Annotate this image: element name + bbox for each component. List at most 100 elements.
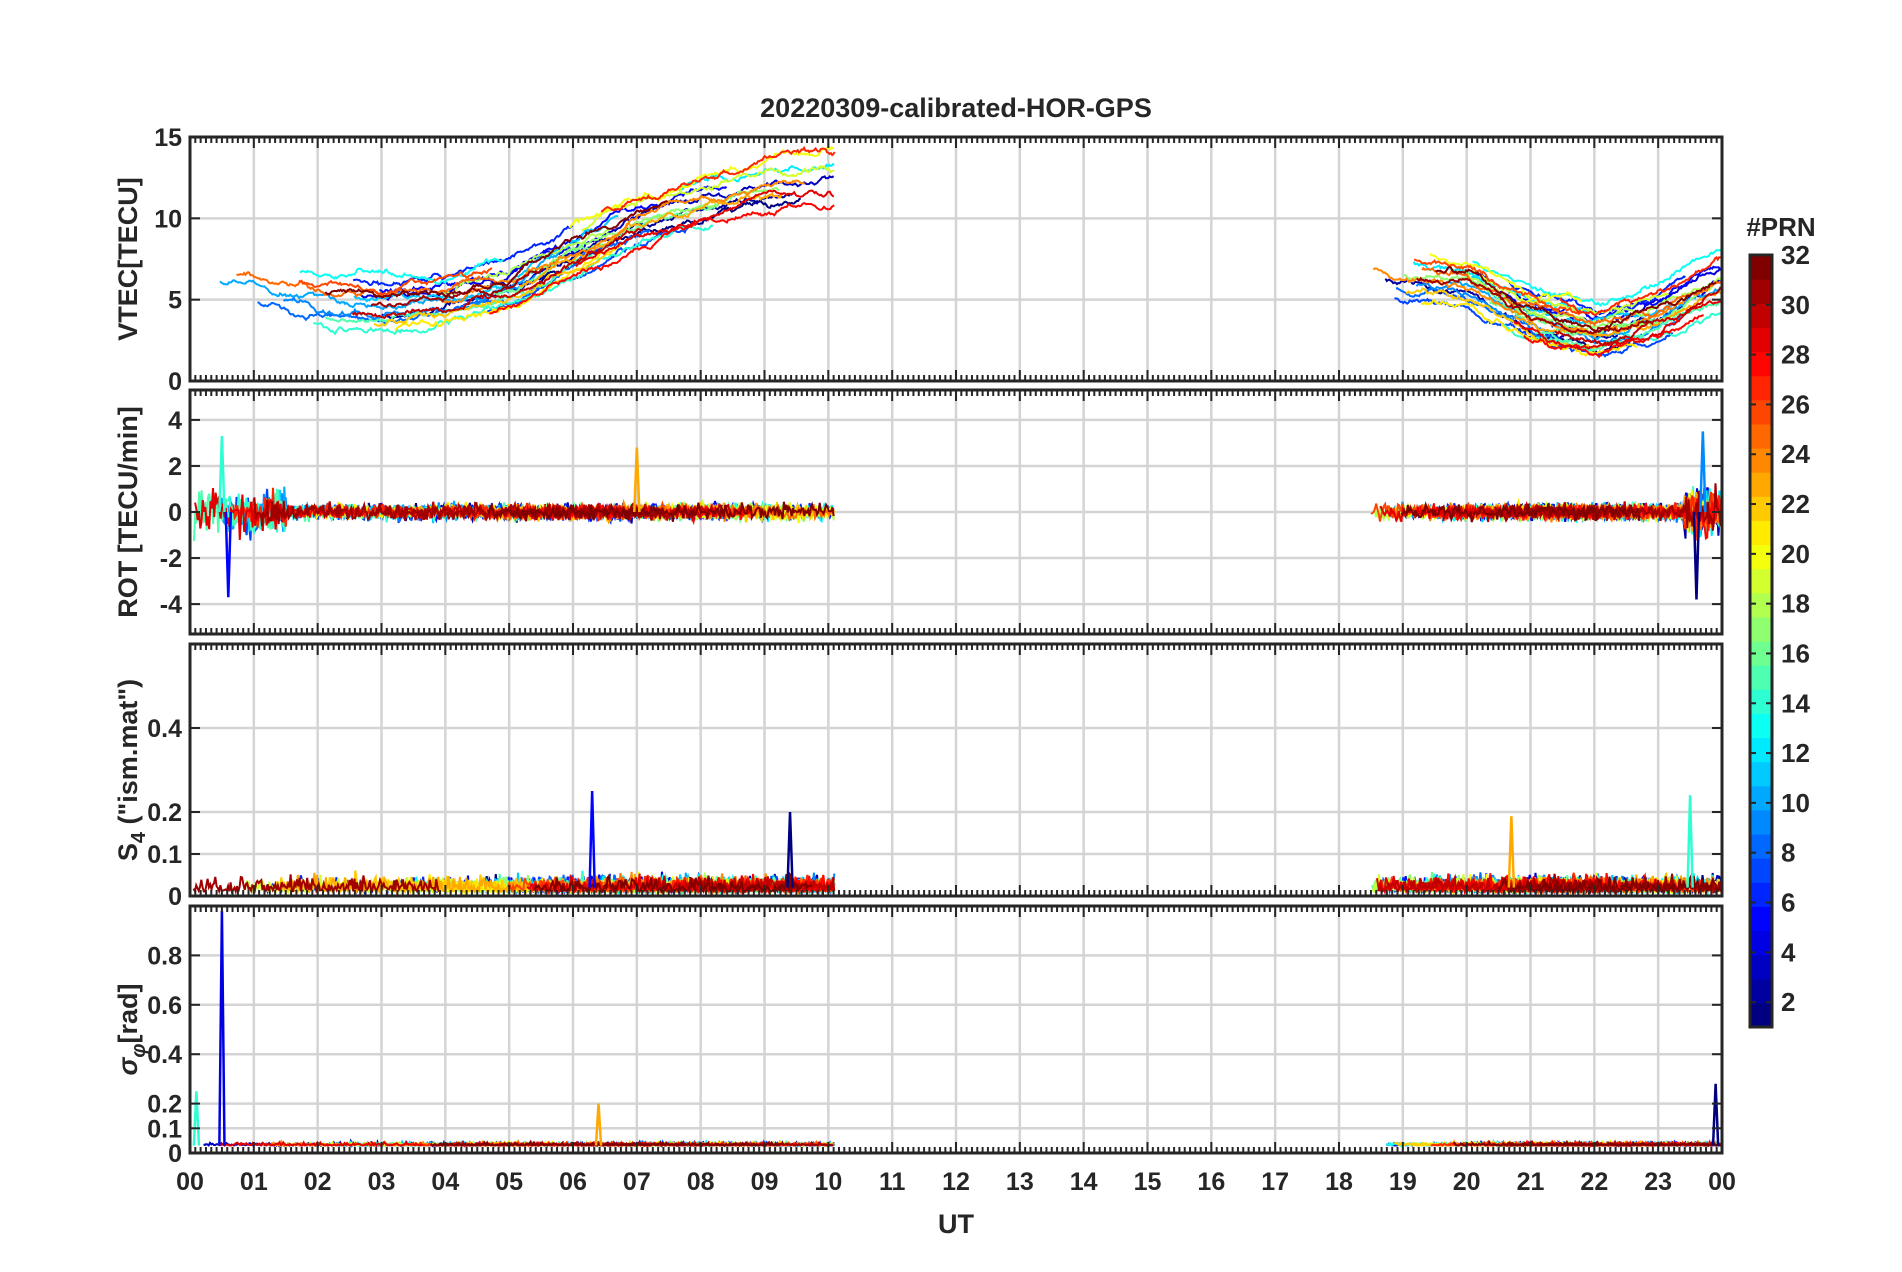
- prn-trace: [299, 257, 504, 285]
- colorbar-segment: [1750, 472, 1772, 497]
- prn-trace: [351, 227, 643, 320]
- colorbar-label: #PRN: [1746, 212, 1815, 242]
- prn-trace: [429, 1140, 780, 1148]
- colorbar-tick-label: 30: [1781, 290, 1810, 320]
- prn-trace: [1554, 286, 1722, 347]
- colorbar-tick-label: 16: [1781, 638, 1810, 668]
- y-tick-label: 0.1: [147, 841, 182, 869]
- colorbar-tick-label: 20: [1781, 539, 1810, 569]
- x-tick-label: 00: [1708, 1168, 1736, 1196]
- x-tick-label: 03: [368, 1168, 396, 1196]
- colorbar-segment: [1750, 448, 1772, 473]
- traces: [192, 790, 1722, 896]
- x-tick-label: 08: [687, 1168, 715, 1196]
- x-tick-label: 07: [623, 1168, 651, 1196]
- colorbar-tick-label: 8: [1781, 838, 1795, 868]
- y-tick-label: 0: [168, 499, 182, 527]
- colorbar-segment: [1750, 858, 1772, 883]
- colorbar-tick-label: 26: [1781, 389, 1810, 419]
- colorbar-segment: [1750, 641, 1772, 666]
- prn-trace: [489, 202, 835, 315]
- prn-trace: [1429, 253, 1583, 303]
- panel-3: 0 0.1 0.2 0.4S4 ("ism.mat"): [113, 642, 1724, 911]
- peak-mark: [588, 790, 596, 888]
- x-tick-label: 11: [879, 1168, 906, 1196]
- peak-mark: [594, 1103, 603, 1146]
- x-axis-label: UT: [938, 1209, 974, 1239]
- colorbar-tick-label: 14: [1781, 688, 1810, 718]
- prn-trace: [1416, 276, 1652, 335]
- colorbar-segment: [1750, 303, 1772, 328]
- y-tick-label: 0.4: [147, 715, 182, 743]
- panel-2: -4 -2 0 2 4 ROT [TECU/min]: [113, 388, 1724, 636]
- prn-trace: [1453, 1139, 1722, 1148]
- x-tick-label: 16: [1197, 1168, 1225, 1196]
- colorbar-segment: [1750, 809, 1772, 835]
- x-tick-label: 19: [1389, 1168, 1417, 1196]
- prn-trace: [600, 145, 836, 213]
- x-tick-label: 18: [1325, 1168, 1353, 1196]
- prn-trace: [486, 501, 835, 522]
- y-tick-label: -4: [160, 591, 182, 619]
- colorbar-tick-label: 18: [1781, 589, 1810, 619]
- prn-trace: [439, 179, 806, 304]
- prn-trace: [1395, 287, 1561, 341]
- x-tick-labels: 00 01 02 03 04 05 06 07 08 09 10 11 12 13 14 15 16 17 18 19…: [176, 1168, 1736, 1196]
- y-axis-label: S4 ("ism.mat"): [113, 679, 150, 861]
- colorbar-segment: [1750, 665, 1772, 690]
- x-tick-label: 20: [1453, 1168, 1481, 1196]
- colorbar-tick-label: 4: [1781, 937, 1796, 967]
- y-tick-label: 0: [168, 368, 182, 396]
- y-tick-label: 10: [154, 205, 182, 233]
- prn-trace: [1513, 290, 1722, 338]
- colorbar-segment: [1750, 592, 1772, 618]
- colorbar-tick-label: 10: [1781, 788, 1810, 818]
- colorbar-tick-label: 32: [1781, 240, 1810, 270]
- y-tick-label: 0: [168, 1140, 182, 1168]
- x-tick-label: 14: [1070, 1168, 1098, 1196]
- peak-mark: [1507, 816, 1516, 888]
- x-tick-label: 02: [304, 1168, 332, 1196]
- prn-trace: [1413, 258, 1581, 316]
- prn-trace: [313, 223, 714, 336]
- x-tick-label: 01: [240, 1168, 268, 1196]
- colorbar-segment: [1750, 834, 1772, 859]
- peak-mark: [224, 511, 233, 598]
- colorbar-segment: [1750, 906, 1772, 932]
- prn-trace: [1488, 301, 1663, 337]
- colorbar-segment: [1750, 785, 1772, 811]
- prn-trace: [575, 189, 835, 268]
- y-axis-label: VTEC[TECU]: [113, 177, 143, 341]
- y-tick-label: 2: [168, 453, 182, 481]
- prn-trace: [394, 244, 622, 332]
- colorbar-segment: [1750, 255, 1772, 280]
- colorbar-segment: [1750, 544, 1772, 570]
- colorbar-segment: [1750, 496, 1772, 521]
- colorbar-tick-label: 2: [1781, 987, 1795, 1017]
- y-tick-label: 0.1: [147, 1115, 182, 1143]
- colorbar-segment: [1750, 399, 1772, 425]
- peak-mark: [192, 1091, 201, 1146]
- prn-trace: [373, 248, 614, 327]
- prn-trace: [1472, 247, 1722, 307]
- x-tick-label: 23: [1644, 1168, 1672, 1196]
- prn-trace: [529, 186, 780, 274]
- prn-trace: [518, 192, 783, 288]
- panel-1: 0 5 10 15 VTEC[TECU]: [113, 124, 1724, 396]
- prn-trace: [1523, 314, 1704, 359]
- y-tick-label: 0.4: [147, 1041, 182, 1069]
- prn-trace: [236, 271, 498, 299]
- colorbar-segment: [1750, 1002, 1772, 1028]
- peak-mark: [218, 435, 226, 513]
- peak-mark: [1711, 1083, 1720, 1146]
- y-tick-label: 4: [168, 407, 182, 435]
- prn-trace: [581, 165, 835, 232]
- prn-trace: [217, 1140, 423, 1148]
- peak-mark: [786, 811, 794, 888]
- x-tick-label: 04: [431, 1168, 459, 1196]
- colorbar-segment: [1750, 568, 1772, 594]
- traces: [192, 910, 1722, 1149]
- y-tick-label: 0: [168, 883, 182, 911]
